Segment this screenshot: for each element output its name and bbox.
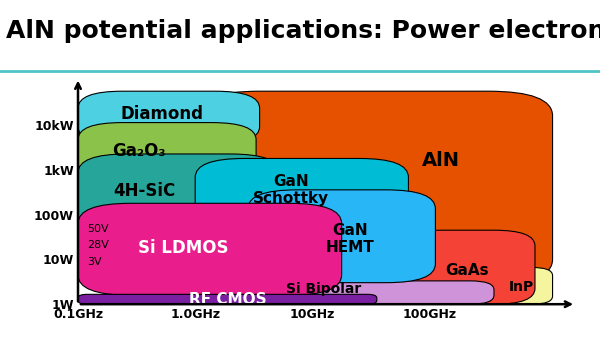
Text: Ga₂O₃: Ga₂O₃ <box>112 142 166 160</box>
Text: 4H-SiC: 4H-SiC <box>113 182 176 200</box>
FancyBboxPatch shape <box>490 267 553 304</box>
FancyBboxPatch shape <box>400 230 535 304</box>
Text: 28V: 28V <box>88 240 109 250</box>
Text: InP: InP <box>508 280 533 294</box>
FancyBboxPatch shape <box>78 294 377 304</box>
Text: Diamond: Diamond <box>121 105 204 123</box>
FancyBboxPatch shape <box>137 281 494 304</box>
FancyBboxPatch shape <box>195 159 409 242</box>
Text: GaN
Schottky: GaN Schottky <box>253 174 329 206</box>
Text: RF CMOS: RF CMOS <box>189 292 267 307</box>
FancyBboxPatch shape <box>78 203 341 295</box>
Text: GaN
HEMT: GaN HEMT <box>325 223 374 256</box>
Text: 50V: 50V <box>88 224 109 234</box>
FancyBboxPatch shape <box>248 190 436 283</box>
FancyBboxPatch shape <box>78 91 260 144</box>
Text: Si Bipolar: Si Bipolar <box>286 283 362 296</box>
FancyBboxPatch shape <box>195 91 553 284</box>
Text: AlN potential applications: Power electronics: AlN potential applications: Power electr… <box>6 19 600 43</box>
FancyBboxPatch shape <box>78 154 280 235</box>
Text: 3V: 3V <box>88 257 102 267</box>
FancyBboxPatch shape <box>78 123 256 179</box>
Text: Si LDMOS: Si LDMOS <box>138 239 229 257</box>
Text: AlN: AlN <box>422 151 460 170</box>
Text: GaAs: GaAs <box>445 263 489 278</box>
